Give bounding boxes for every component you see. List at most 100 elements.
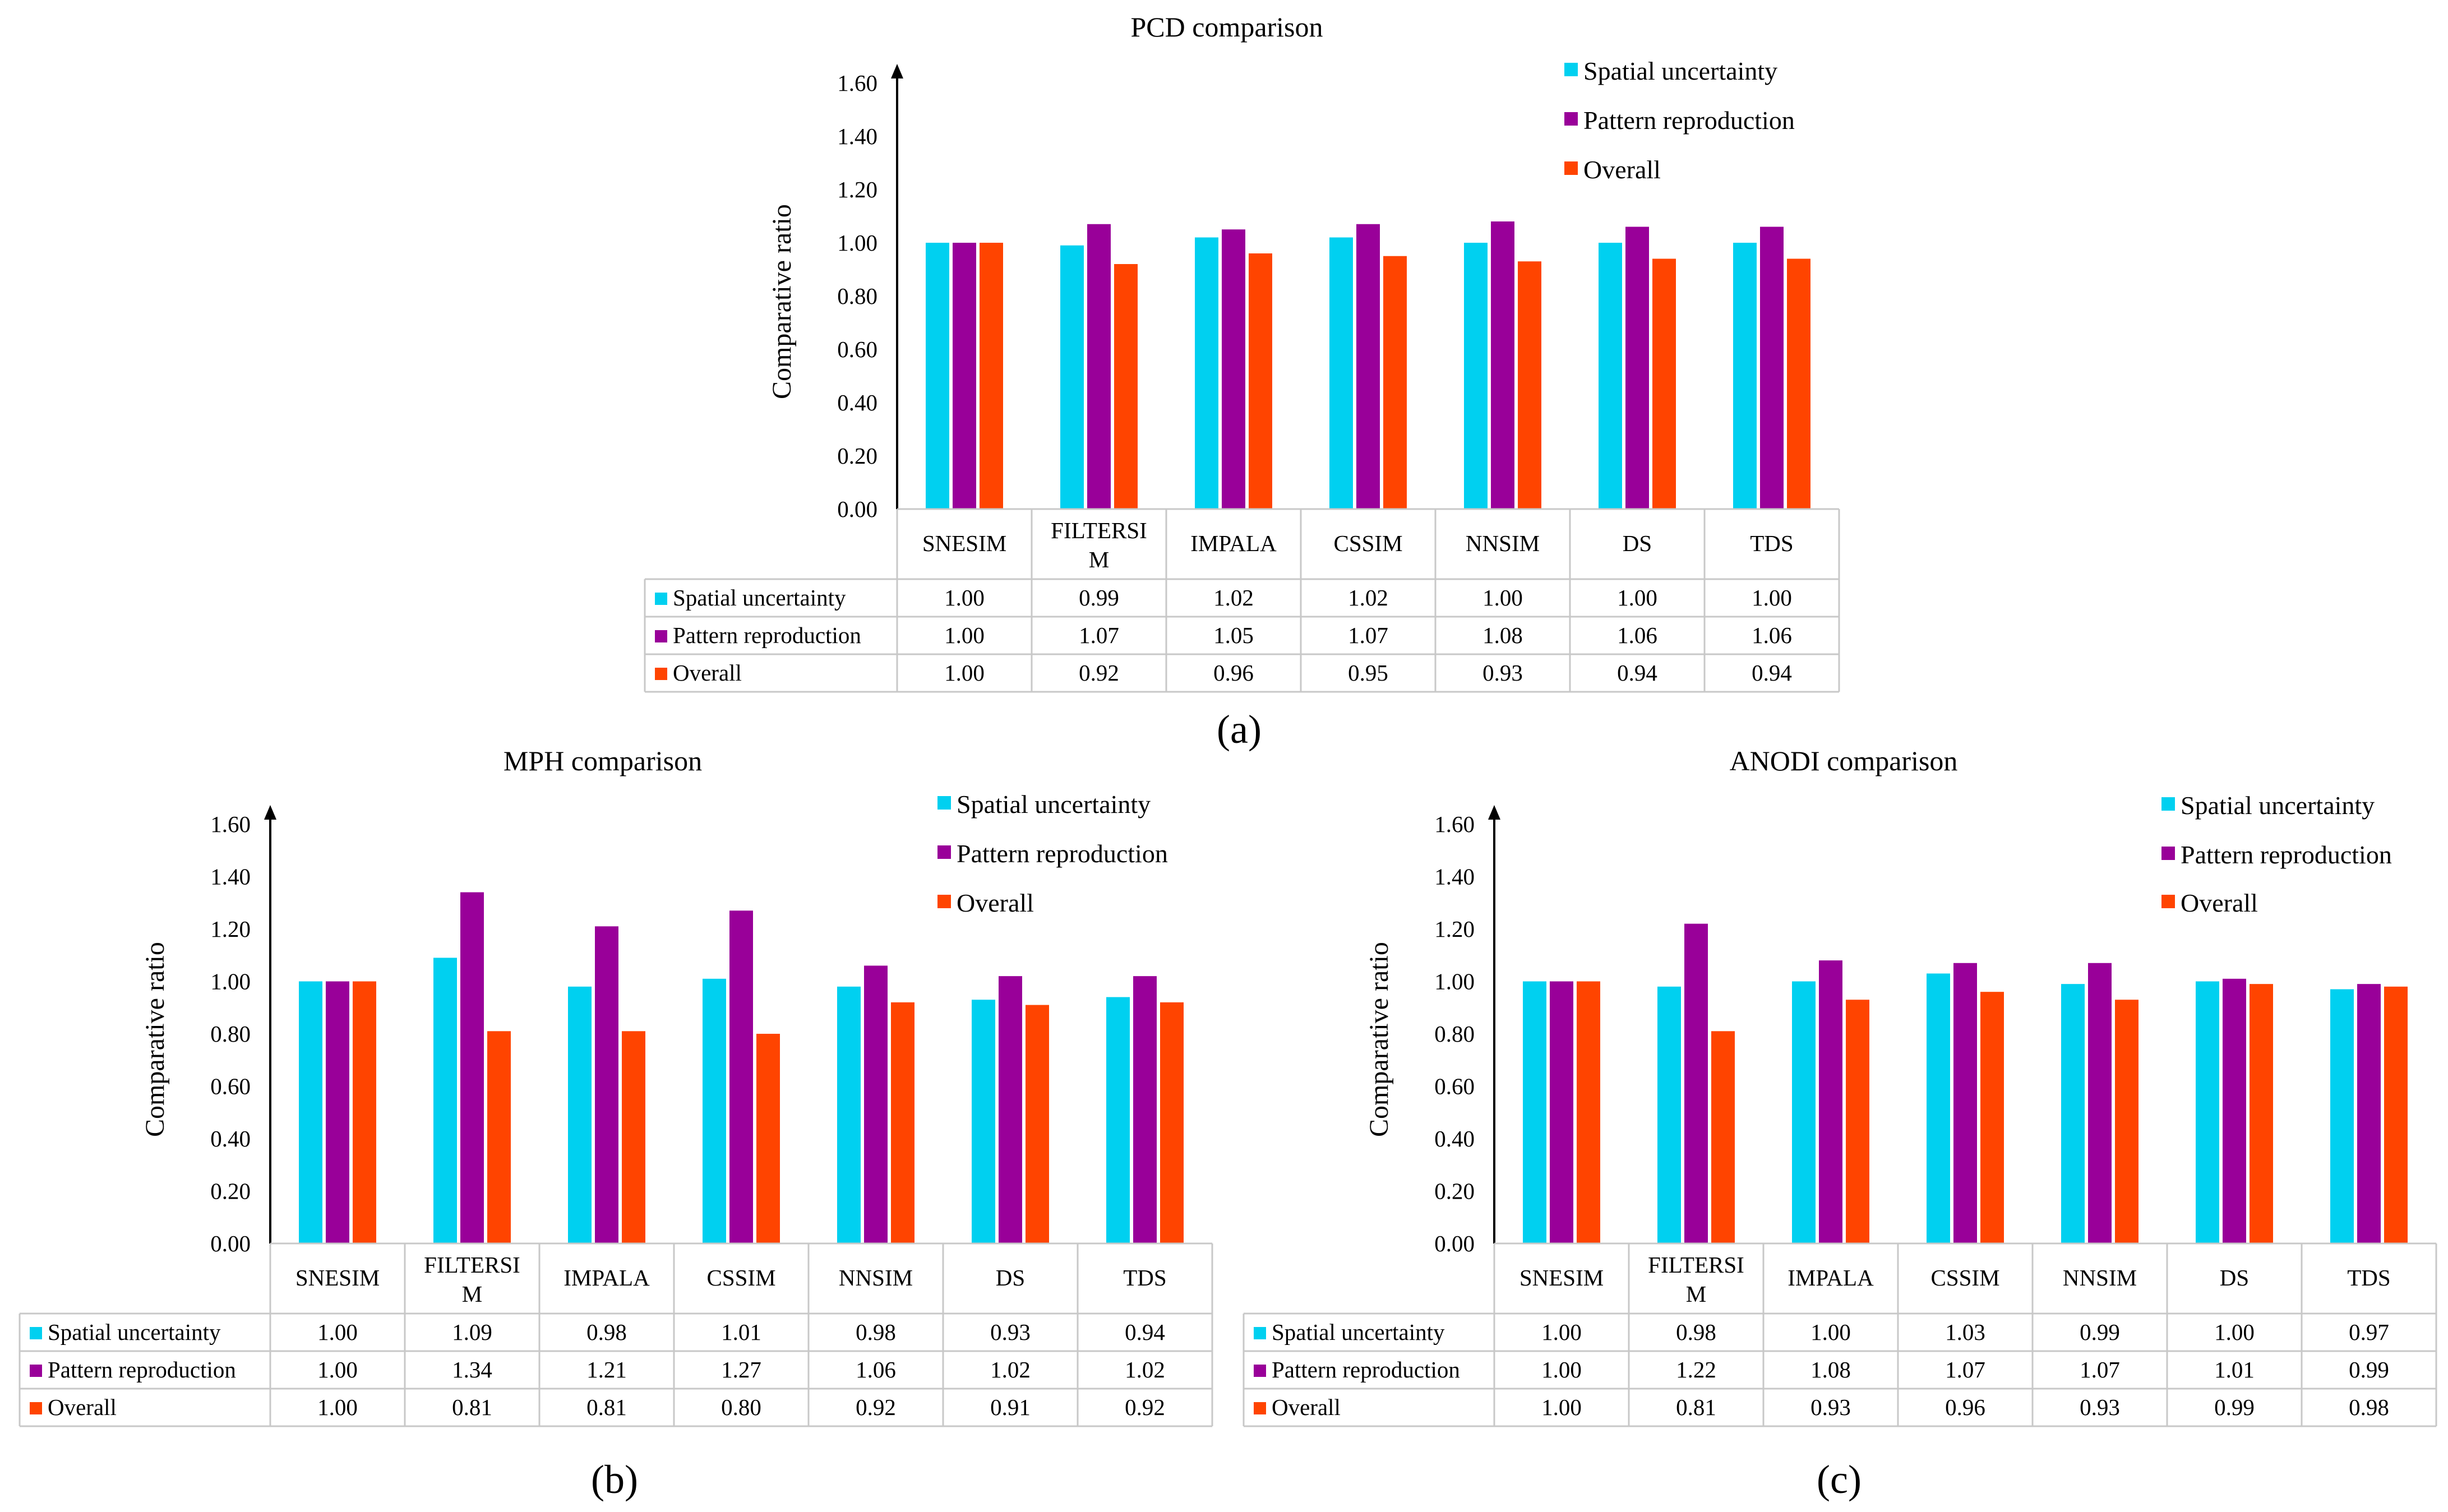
data-label: 1.02 — [1213, 585, 1254, 611]
bar-pattern-reproduction-cssim — [1356, 224, 1380, 509]
bar-overall-snesim — [353, 981, 376, 1243]
panel-label: (c) — [1817, 1457, 1862, 1502]
bar-spatial-uncertainty-ds — [2196, 981, 2219, 1243]
y-tick-label: 0.00 — [837, 496, 877, 522]
data-label: 0.92 — [856, 1394, 896, 1420]
bar-overall-nnsim — [891, 1002, 914, 1243]
bar-spatial-uncertainty-impala — [1195, 237, 1218, 509]
legend-key — [2161, 797, 2175, 811]
data-label: 0.98 — [1676, 1319, 1716, 1345]
y-tick-label: 1.40 — [210, 864, 251, 890]
data-label: 0.94 — [1752, 660, 1792, 686]
data-label: 0.81 — [586, 1394, 627, 1420]
data-label: 0.96 — [1213, 660, 1254, 686]
bar-overall-filtersim — [1114, 264, 1138, 509]
data-label: 1.06 — [1617, 622, 1657, 648]
table-legend-key — [30, 1365, 42, 1377]
bar-pattern-reproduction-impala — [1819, 960, 1842, 1243]
bar-pattern-reproduction-impala — [595, 926, 618, 1243]
data-label: 1.00 — [1810, 1319, 1851, 1345]
x-tick-label: TDS — [1123, 1265, 1166, 1291]
bar-spatial-uncertainty-filtersim — [1060, 245, 1084, 509]
bar-spatial-uncertainty-tds — [1106, 997, 1130, 1243]
bar-overall-filtersim — [487, 1031, 511, 1243]
y-axis-arrow — [891, 64, 903, 78]
bar-overall-tds — [1787, 258, 1810, 509]
table-row-label: Spatial uncertainty — [673, 585, 846, 611]
data-label: 1.00 — [944, 622, 985, 648]
x-tick-label: DS — [996, 1265, 1025, 1291]
bar-spatial-uncertainty-impala — [1792, 981, 1816, 1243]
bar-pattern-reproduction-ds — [2223, 978, 2246, 1243]
data-label: 0.81 — [1676, 1394, 1716, 1420]
legend-entry: Overall — [1583, 155, 1661, 184]
bar-spatial-uncertainty-cssim — [1927, 973, 1950, 1243]
bar-spatial-uncertainty-snesim — [299, 981, 322, 1243]
bar-overall-snesim — [980, 243, 1003, 509]
data-label: 0.96 — [1945, 1394, 1985, 1420]
y-tick-label: 0.00 — [210, 1231, 251, 1256]
y-tick-label: 0.40 — [210, 1126, 251, 1152]
table-legend-key — [1254, 1402, 1266, 1414]
data-label: 1.00 — [944, 585, 985, 611]
y-tick-label: 1.60 — [210, 811, 251, 837]
data-label: 0.99 — [2214, 1394, 2255, 1420]
bar-pattern-reproduction-nnsim — [864, 965, 888, 1243]
bar-overall-tds — [2384, 986, 2408, 1243]
y-tick-label: 0.60 — [837, 336, 877, 362]
x-tick-label: M — [1686, 1281, 1706, 1307]
data-label: 1.00 — [1617, 585, 1657, 611]
table-legend-key — [1254, 1365, 1266, 1377]
legend-key — [1564, 63, 1578, 76]
bar-pattern-reproduction-filtersim — [1684, 923, 1708, 1243]
table-row-label: Pattern reproduction — [48, 1357, 236, 1382]
bar-spatial-uncertainty-filtersim — [433, 958, 457, 1243]
data-label: 1.02 — [1348, 585, 1388, 611]
bar-pattern-reproduction-tds — [2357, 984, 2381, 1243]
data-label: 0.94 — [1617, 660, 1657, 686]
data-label: 1.22 — [1676, 1357, 1716, 1382]
y-tick-label: 1.20 — [837, 177, 877, 202]
data-label: 0.81 — [452, 1394, 492, 1420]
data-label: 1.00 — [317, 1394, 358, 1420]
legend-entry: Spatial uncertainty — [1583, 57, 1777, 85]
data-label: 1.27 — [721, 1357, 761, 1382]
legend: Spatial uncertainty Pattern reproduction O… — [2161, 791, 2392, 917]
x-tick-label: NNSIM — [839, 1265, 913, 1291]
data-label: 1.00 — [1541, 1357, 1582, 1382]
bar-overall-impala — [1249, 253, 1272, 509]
data-label: 0.92 — [1125, 1394, 1165, 1420]
x-tick-label: SNESIM — [295, 1265, 380, 1291]
data-label: 1.06 — [1752, 622, 1792, 648]
table-row-label: Overall — [1272, 1394, 1341, 1420]
data-label: 0.98 — [2349, 1394, 2389, 1420]
data-label: 0.97 — [2349, 1319, 2389, 1345]
data-table: SNESIM FILTERSI M IMPALA CSSIM NNSIM DS TDS Spat… — [1243, 1242, 2437, 1427]
x-tick-label: DS — [1623, 530, 1652, 556]
x-tick-label: M — [462, 1281, 482, 1307]
bar-pattern-reproduction-snesim — [953, 243, 976, 509]
legend-entry: Pattern reproduction — [957, 839, 1168, 868]
table-row-label: Spatial uncertainty — [48, 1319, 221, 1345]
y-tick-label: 0.40 — [837, 390, 877, 415]
y-tick-label: 0.60 — [210, 1074, 251, 1099]
y-tick-label: 0.20 — [1434, 1178, 1475, 1204]
x-tick-label: CSSIM — [1930, 1265, 1999, 1291]
bar-pattern-reproduction-tds — [1133, 976, 1157, 1243]
table-legend-key — [1254, 1327, 1266, 1339]
x-tick-label: CSSIM — [1333, 530, 1402, 556]
y-tick-label: 0.40 — [1434, 1126, 1475, 1152]
legend-entry: Pattern reproduction — [2181, 840, 2392, 869]
data-label: 1.00 — [1482, 585, 1523, 611]
data-label: 1.02 — [990, 1357, 1031, 1382]
data-label: 1.00 — [2214, 1319, 2255, 1345]
y-tick-label: 1.40 — [837, 123, 877, 149]
bar-overall-tds — [1160, 1002, 1184, 1243]
bar-pattern-reproduction-cssim — [729, 910, 753, 1243]
table-row-label: Overall — [48, 1394, 117, 1420]
bar-spatial-uncertainty-tds — [2330, 989, 2354, 1243]
y-tick-label: 0.80 — [210, 1021, 251, 1047]
chart-title: MPH comparison — [504, 745, 702, 776]
chart-title: ANODI comparison — [1730, 745, 1958, 776]
y-tick-label: 0.80 — [1434, 1021, 1475, 1047]
